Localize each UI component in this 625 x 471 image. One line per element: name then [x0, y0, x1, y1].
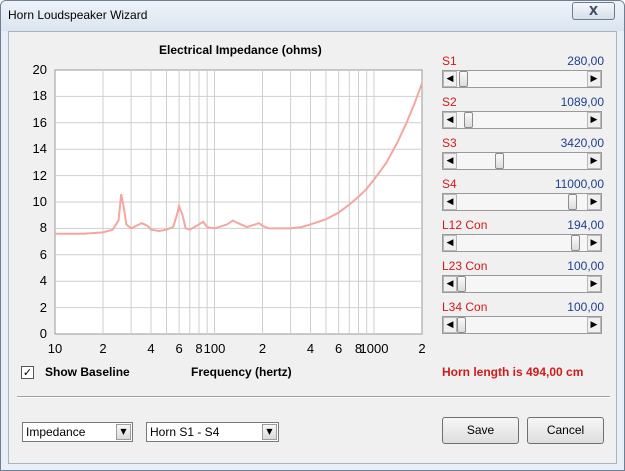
y-tick-label: 6 [39, 246, 47, 262]
chevron-right-icon[interactable]: ▶ [587, 153, 601, 169]
chevron-right-icon[interactable]: ▶ [587, 71, 601, 87]
chevron-left-icon[interactable]: ◀ [443, 71, 457, 87]
mode-select[interactable]: Impedance ▼ [22, 422, 133, 442]
show-baseline-label[interactable]: Show Baseline [45, 365, 130, 379]
slider-label: S2 [442, 95, 457, 109]
chevron-right-icon[interactable]: ▶ [587, 235, 601, 251]
slider-track[interactable]: ◀ ▶ [442, 234, 602, 252]
section-select-value: Horn S1 - S4 [150, 425, 220, 439]
slider-label: L12 Con [442, 218, 488, 232]
window-title: Horn Loudspeaker Wizard [8, 8, 148, 22]
x-tick-label: 4 [147, 341, 155, 356]
slider-track[interactable]: ◀ ▶ [442, 152, 602, 170]
slider-value: 11000,00 [554, 177, 604, 191]
y-tick-label: 12 [32, 167, 47, 183]
impedance-series-line [55, 82, 423, 235]
y-tick-label: 0 [39, 326, 47, 341]
slider-thumb[interactable] [494, 153, 504, 169]
chevron-left-icon[interactable]: ◀ [443, 276, 457, 292]
slider-value: 100,00 [567, 300, 604, 314]
x-tick-label: 2 [258, 341, 267, 356]
x-tick-label: 6 [334, 341, 343, 356]
slider-track[interactable]: ◀ ▶ [442, 111, 602, 129]
slider-label: S4 [442, 177, 457, 191]
slider-track[interactable]: ◀ ▶ [442, 316, 602, 334]
slider-track[interactable]: ◀ ▶ [442, 275, 602, 293]
y-tick-label: 18 [32, 88, 47, 104]
horn-length-readout: Horn length is 494,00 cm [442, 365, 584, 379]
chevron-right-icon[interactable]: ▶ [587, 194, 601, 210]
y-tick-label: 10 [32, 194, 47, 209]
y-tick-label: 20 [32, 62, 47, 77]
slider-value: 3420,00 [560, 136, 604, 150]
slider-value: 1089,00 [560, 95, 604, 109]
slider-label: L34 Con [442, 300, 488, 314]
slider-thumb[interactable] [568, 194, 578, 210]
impedance-chart [54, 69, 423, 335]
slider-thumb[interactable] [457, 317, 466, 333]
x-tick-label: 6 [175, 341, 183, 356]
chevron-down-icon[interactable]: ▼ [116, 424, 131, 440]
slider-track[interactable]: ◀ ▶ [442, 70, 602, 88]
y-tick-label: 14 [32, 141, 47, 157]
client-area: Electrical Impedance (ohms) 20 18 16 14 12 10… [8, 31, 617, 464]
x-tick-label: 4 [306, 341, 315, 356]
cancel-button[interactable]: Cancel [527, 417, 604, 444]
slider-value: 100,00 [567, 259, 604, 273]
x-tick-label: 1000 [359, 341, 389, 356]
chart-title: Electrical Impedance (ohms) [159, 43, 322, 57]
chevron-right-icon[interactable]: ▶ [587, 317, 601, 333]
section-select[interactable]: Horn S1 - S4 ▼ [146, 422, 279, 442]
y-tick-label: 4 [39, 273, 47, 289]
mode-select-value: Impedance [26, 425, 86, 439]
slider-label: L23 Con [442, 259, 488, 273]
slider-track[interactable]: ◀ ▶ [442, 193, 602, 211]
x-axis-title: Frequency (hertz) [191, 365, 292, 379]
chevron-down-icon[interactable]: ▼ [262, 424, 277, 440]
slider-thumb[interactable] [457, 276, 466, 292]
y-tick-label: 2 [39, 299, 47, 315]
chevron-left-icon[interactable]: ◀ [443, 194, 457, 210]
chevron-left-icon[interactable]: ◀ [443, 235, 457, 251]
slider-thumb[interactable] [570, 235, 580, 251]
x-tick-label: 8 [195, 341, 203, 356]
chevron-left-icon[interactable]: ◀ [443, 112, 457, 128]
chevron-right-icon[interactable]: ▶ [587, 112, 601, 128]
x-tick-label: 2 [99, 341, 107, 356]
slider-label: S1 [442, 54, 457, 68]
x-tick-label: 2 [418, 341, 426, 356]
separator [17, 396, 610, 398]
title-bar[interactable]: Horn Loudspeaker Wizard X [1, 1, 624, 31]
slider-value: 194,00 [567, 218, 604, 232]
x-tick-label: 8 [354, 341, 363, 356]
chevron-left-icon[interactable]: ◀ [443, 153, 457, 169]
y-tick-label: 8 [39, 220, 47, 236]
x-tick-label: 10 [47, 341, 63, 356]
x-tick-label: 100 [203, 341, 226, 356]
chevron-left-icon[interactable]: ◀ [443, 317, 457, 333]
y-tick-label: 16 [32, 114, 47, 130]
chevron-right-icon[interactable]: ▶ [587, 276, 601, 292]
slider-value: 280,00 [567, 54, 604, 68]
save-button[interactable]: Save [442, 417, 519, 444]
close-button[interactable]: X [572, 2, 615, 20]
slider-thumb[interactable] [459, 71, 469, 87]
show-baseline-checkbox[interactable]: ✓ [21, 366, 34, 379]
slider-thumb[interactable] [464, 112, 474, 128]
slider-label: S3 [442, 136, 457, 150]
